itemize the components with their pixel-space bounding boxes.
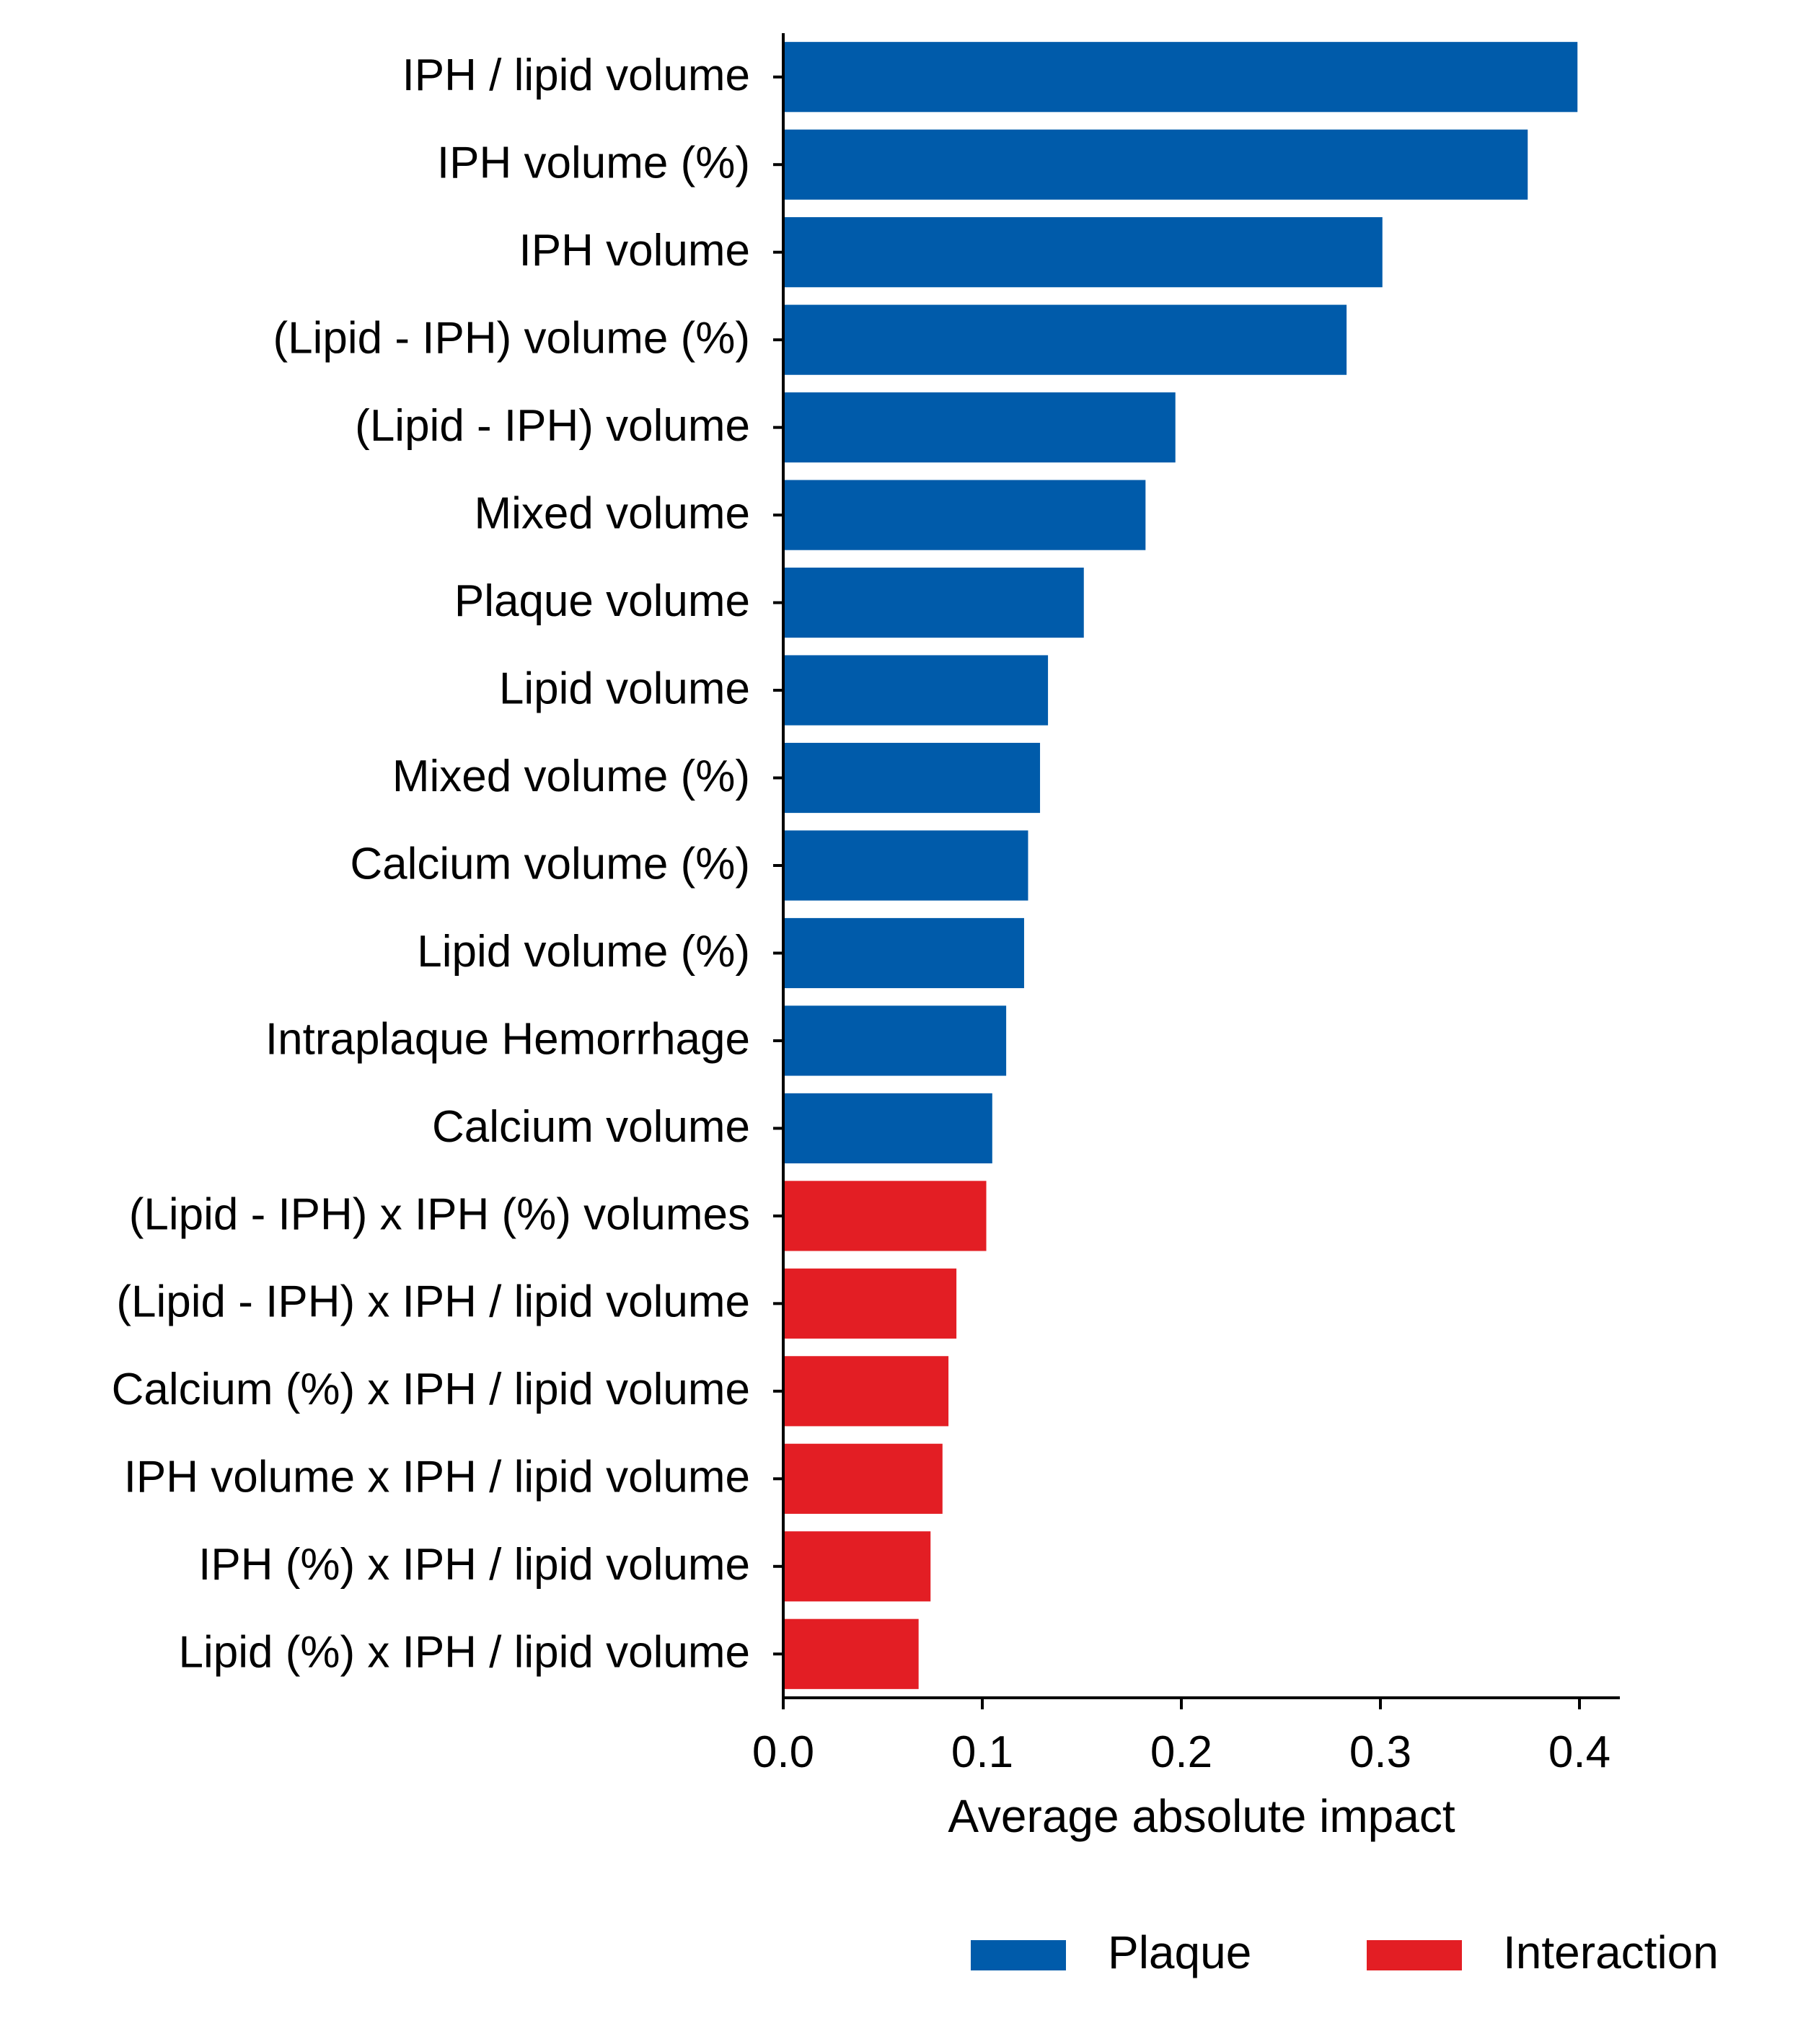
- y-tick-label-lipid-iph-volume: (Lipid - IPH) volume: [355, 401, 750, 451]
- bar-lipid-x-iph-lipid-volume: [783, 1618, 919, 1689]
- bar-lipid-iph-x-iph-lipid-volume: [783, 1268, 957, 1339]
- y-tick-label-calcium-volume: Calcium volume (%): [350, 839, 750, 889]
- y-tick-label-iph-x-iph-lipid-volume: IPH (%) x IPH / lipid volume: [198, 1540, 750, 1590]
- y-axis-labels: IPH / lipid volume IPH volume (%) IPH volu…: [112, 50, 750, 1678]
- y-tick-label-lipid-volume: Lipid volume: [499, 664, 750, 713]
- bars-group: [783, 42, 1578, 1689]
- legend-swatch-plaque: [971, 1940, 1066, 1970]
- legend-swatch-interaction: [1367, 1940, 1462, 1970]
- y-tick-label-lipid-iph-volume: (Lipid - IPH) volume (%): [273, 314, 750, 364]
- y-axis-ticks: [773, 75, 783, 1656]
- x-tick-label-4: 0.4: [1548, 1727, 1610, 1777]
- bar-calcium-x-iph-lipid-volume: [783, 1356, 949, 1427]
- y-tick-label-lipid-iph-x-iph-volumes: (Lipid - IPH) x IPH (%) volumes: [129, 1189, 750, 1239]
- bar-iph-volume: [783, 129, 1528, 200]
- y-tick-label-calcium-volume: Calcium volume: [432, 1102, 750, 1152]
- x-tick-label-2: 0.2: [1150, 1727, 1212, 1777]
- bar-lipid-iph-volume: [783, 304, 1347, 375]
- y-tick-label-plaque-volume: Plaque volume: [454, 576, 750, 626]
- y-tick-label-mixed-volume: Mixed volume: [475, 488, 750, 538]
- y-tick-label-iph-volume: IPH volume (%): [437, 138, 750, 188]
- bar-mixed-volume: [783, 742, 1041, 814]
- legend-label-interaction: Interaction: [1503, 1926, 1719, 1978]
- x-tick-label-3: 0.3: [1349, 1727, 1411, 1777]
- bar-lipid-volume: [783, 655, 1049, 726]
- x-axis-label: Average absolute impact: [948, 1790, 1455, 1842]
- y-tick-label-mixed-volume: Mixed volume (%): [392, 752, 750, 801]
- y-tick-label-lipid-x-iph-lipid-volume: Lipid (%) x IPH / lipid volume: [179, 1628, 751, 1678]
- y-tick-label-iph-volume-x-iph-lipid-volume: IPH volume x IPH / lipid volume: [124, 1453, 750, 1502]
- bar-iph-x-iph-lipid-volume: [783, 1531, 931, 1602]
- y-tick-label-calcium-x-iph-lipid-volume: Calcium (%) x IPH / lipid volume: [112, 1365, 750, 1414]
- y-tick-label-lipid-iph-x-iph-lipid-volume: (Lipid - IPH) x IPH / lipid volume: [116, 1277, 750, 1327]
- bar-iph-volume: [783, 217, 1383, 288]
- bar-calcium-volume: [783, 1093, 992, 1164]
- bar-lipid-iph-x-iph-volumes: [783, 1181, 987, 1251]
- bar-iph-volume-x-iph-lipid-volume: [783, 1443, 943, 1514]
- bar-calcium-volume: [783, 830, 1028, 901]
- bar-lipid-iph-volume: [783, 392, 1176, 463]
- bar-plaque-volume: [783, 567, 1084, 638]
- x-axis-ticks: 0.0 0.1 0.2 0.3 0.4: [752, 1698, 1610, 1777]
- bar-lipid-volume: [783, 917, 1024, 989]
- bar-mixed-volume: [783, 480, 1146, 550]
- y-tick-label-intraplaque-hemorrhage: Intraplaque Hemorrhage: [265, 1014, 750, 1064]
- y-tick-label-iph-lipid-volume: IPH / lipid volume: [402, 50, 750, 100]
- x-tick-label-0: 0.0: [752, 1727, 814, 1777]
- legend-label-plaque: Plaque: [1108, 1926, 1251, 1978]
- y-tick-label-lipid-volume: Lipid volume (%): [417, 927, 750, 977]
- bar-iph-lipid-volume: [783, 42, 1578, 113]
- x-tick-label-1: 0.1: [951, 1727, 1013, 1777]
- bar-intraplaque-hemorrhage: [783, 1005, 1007, 1076]
- legend: Plaque Interaction: [971, 1926, 1719, 1978]
- y-tick-label-iph-volume: IPH volume: [519, 226, 750, 276]
